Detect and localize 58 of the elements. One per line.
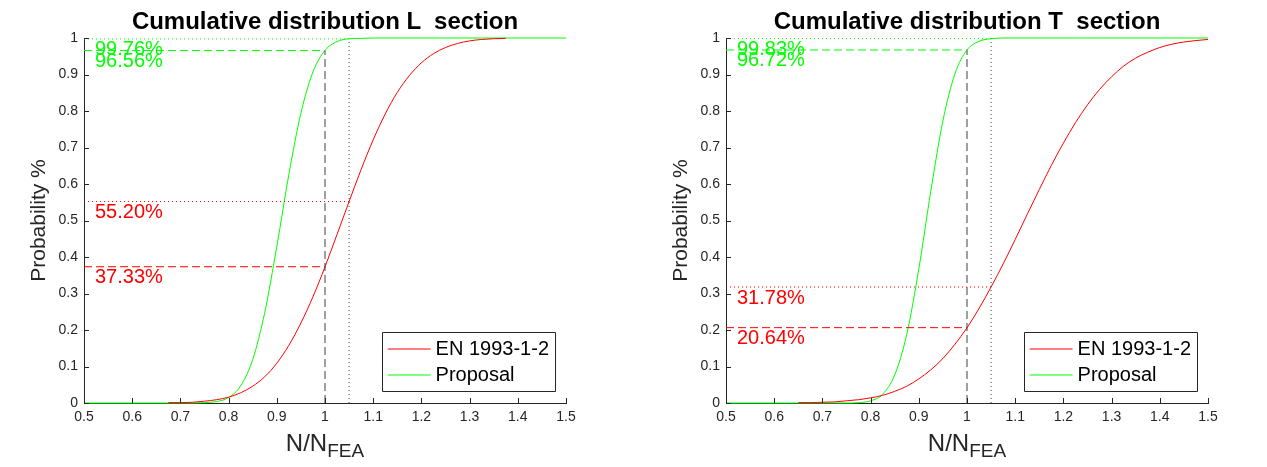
x-tick-label: 0.8 [860, 408, 881, 425]
y-tick-label: 0.8 [58, 101, 79, 118]
line-series [725, 37, 1209, 404]
y-tick-label: 0.5 [58, 211, 79, 228]
y-tick-label: 0.8 [700, 101, 721, 118]
legend-label: Proposal [1077, 362, 1157, 385]
x-tick-label: 1.1 [1005, 408, 1026, 425]
x-tick-label: 0.9 [909, 408, 929, 425]
x-tick-label: 1.4 [1150, 408, 1170, 425]
y-tick-label: 1 [70, 28, 79, 45]
x-tick-label: 1 [321, 408, 330, 425]
x-axis-title: N/N$_{FEA}$ [285, 429, 365, 463]
x-axis-title: N/N$_{FEA}$ [927, 429, 1007, 463]
x-tick-label: 1 [963, 408, 972, 425]
x-tick-label: 0.6 [764, 408, 785, 425]
chart-title: Cumulative distribution L section [131, 7, 519, 35]
y-axis-title: Probability % [668, 159, 692, 282]
ref-line-label: 20.64% [737, 326, 806, 349]
x-tick-label: 1.5 [556, 408, 576, 425]
x-tick-label: 0.9 [267, 408, 287, 425]
y-tick-label: 1 [712, 28, 721, 45]
legend-label: EN 1993-1-2 [1077, 336, 1192, 359]
ref-line-label: 31.78% [737, 285, 806, 308]
legend-label: Proposal [435, 362, 515, 385]
x-tick-label: 1.2 [411, 408, 432, 425]
chart-title: Cumulative distribution T section [773, 7, 1161, 35]
x-tick-label: 1.3 [459, 408, 480, 425]
x-tick-label: 0.8 [218, 408, 239, 425]
y-tick-label: 0.7 [58, 138, 79, 155]
y-axis-title: Probability % [26, 159, 50, 282]
y-tick-label: 0.1 [700, 357, 721, 374]
y-tick-label: 0.9 [58, 65, 79, 82]
y-tick-label: 0.6 [58, 174, 79, 191]
y-tick-label: 0.4 [58, 247, 79, 264]
legend-label: EN 1993-1-2 [435, 336, 550, 359]
line-series [83, 37, 567, 404]
y-tick-label: 0.5 [700, 211, 721, 228]
y-tick-label: 0.3 [700, 284, 721, 301]
x-tick-label: 0.6 [122, 408, 143, 425]
ref-line-label: 55.20% [95, 200, 164, 223]
y-tick-label: 0.4 [700, 247, 721, 264]
x-tick-label: 0.7 [170, 408, 191, 425]
x-tick-label: 1.1 [363, 408, 384, 425]
y-tick-label: 0.7 [700, 138, 721, 155]
y-tick-label: 0.1 [58, 357, 79, 374]
x-tick-label: 1.2 [1053, 408, 1074, 425]
y-tick-label: 0.6 [700, 174, 721, 191]
y-tick-label: 0.2 [700, 320, 721, 337]
x-tick-label: 0.7 [812, 408, 833, 425]
x-tick-label: 1.5 [1198, 408, 1218, 425]
y-tick-label: 0 [70, 393, 79, 410]
y-tick-label: 0 [712, 393, 721, 410]
y-tick-label: 0.3 [58, 284, 79, 301]
y-tick-label: 0.2 [58, 320, 79, 337]
ref-line-label: 37.33% [95, 265, 164, 288]
y-tick-label: 0.9 [700, 65, 721, 82]
x-tick-label: 1.4 [508, 408, 528, 425]
x-tick-label: 1.3 [1101, 408, 1122, 425]
